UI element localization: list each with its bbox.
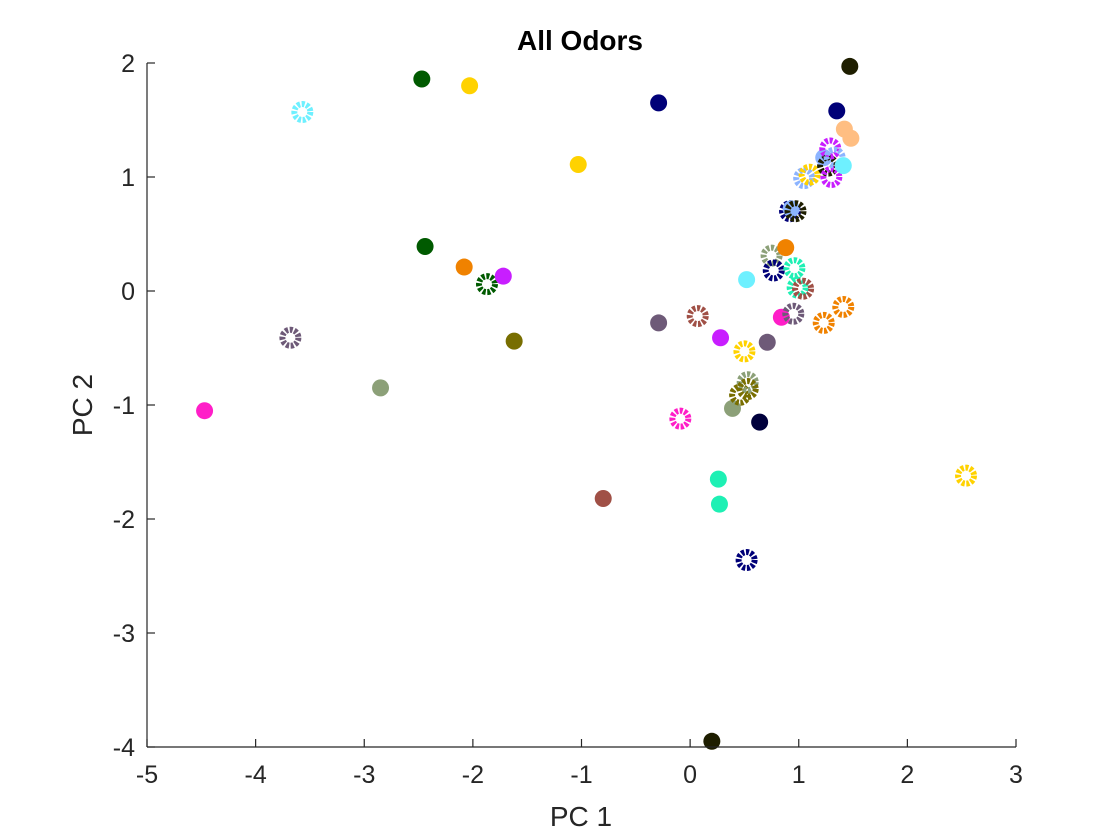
filled-data-point bbox=[569, 155, 587, 173]
open-data-point bbox=[475, 273, 498, 296]
x-tick-label: 0 bbox=[683, 761, 697, 789]
filled-data-point bbox=[709, 470, 727, 488]
open-data-point bbox=[820, 166, 843, 188]
y-tick-label: -2 bbox=[113, 506, 135, 534]
open-data-point bbox=[291, 101, 314, 124]
filled-data-point bbox=[842, 129, 860, 147]
open-data-point bbox=[686, 305, 709, 328]
y-tick-label: -1 bbox=[113, 392, 135, 420]
y-tick-label: 0 bbox=[121, 278, 135, 306]
x-tick-label: -2 bbox=[462, 761, 484, 789]
y-tick-label: 1 bbox=[121, 164, 135, 192]
filled-data-point bbox=[703, 732, 721, 750]
x-tick-label: -5 bbox=[136, 761, 158, 789]
filled-data-point bbox=[650, 314, 668, 332]
data-points bbox=[196, 57, 978, 750]
x-tick-label: 3 bbox=[1009, 761, 1023, 789]
open-data-point bbox=[669, 407, 692, 430]
open-data-point bbox=[955, 464, 978, 487]
filled-data-point bbox=[828, 102, 846, 120]
open-data-point bbox=[733, 340, 756, 363]
filled-data-point bbox=[751, 413, 769, 431]
filled-data-point bbox=[461, 77, 479, 95]
open-data-point bbox=[812, 311, 835, 334]
x-axis-label: PC 1 bbox=[550, 801, 612, 832]
open-data-point bbox=[792, 277, 815, 300]
open-data-point bbox=[782, 302, 805, 325]
filled-data-point bbox=[196, 402, 214, 420]
y-ticks: -4 -3 -2 -1 0 1 2 bbox=[113, 50, 155, 762]
filled-data-point bbox=[455, 258, 473, 276]
filled-data-point bbox=[738, 271, 756, 289]
open-data-point bbox=[819, 137, 842, 160]
x-tick-label: 2 bbox=[900, 761, 914, 789]
x-tick-label: -1 bbox=[570, 761, 592, 789]
filled-data-point bbox=[841, 57, 859, 75]
open-data-point bbox=[760, 244, 783, 267]
open-data-point bbox=[279, 326, 302, 349]
filled-data-point bbox=[594, 489, 612, 507]
chart-title: All Odors bbox=[517, 25, 643, 56]
open-data-point bbox=[832, 295, 855, 318]
filled-data-point bbox=[505, 332, 523, 350]
filled-data-point bbox=[758, 333, 776, 351]
x-tick-label: -3 bbox=[353, 761, 375, 789]
open-data-point bbox=[784, 200, 807, 223]
x-tick-label: 1 bbox=[792, 761, 806, 789]
filled-data-point bbox=[416, 238, 434, 256]
y-axis-label: PC 2 bbox=[67, 374, 98, 436]
filled-data-point bbox=[650, 94, 668, 112]
open-data-point bbox=[783, 257, 806, 280]
y-tick-label: -4 bbox=[113, 734, 135, 762]
filled-data-point bbox=[710, 495, 728, 513]
filled-data-point bbox=[494, 267, 512, 285]
y-tick-label: 2 bbox=[121, 50, 135, 78]
filled-data-point bbox=[413, 70, 431, 88]
x-tick-label: -4 bbox=[245, 761, 267, 789]
filled-data-point bbox=[834, 157, 852, 175]
open-data-point bbox=[798, 163, 821, 186]
y-tick-label: -3 bbox=[113, 620, 135, 648]
open-data-point bbox=[736, 378, 759, 401]
filled-data-point bbox=[777, 239, 795, 257]
filled-data-point bbox=[712, 329, 730, 347]
open-data-point bbox=[735, 549, 758, 572]
open-data-point bbox=[762, 259, 785, 282]
filled-data-point bbox=[372, 379, 390, 397]
x-ticks: -5 -4 -3 -2 -1 0 1 2 3 bbox=[136, 739, 1023, 789]
